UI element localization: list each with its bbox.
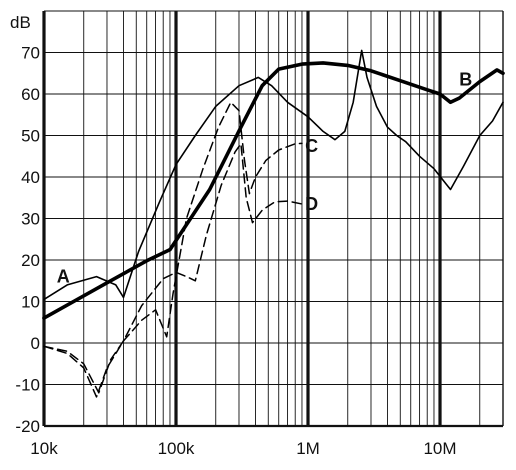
curve-a [42,61,505,320]
y-tick-label: 60 [21,85,40,104]
y-axis-unit: dB [10,13,31,32]
y-tick-label: 30 [21,210,40,229]
curve-label-a: A [57,267,70,287]
curve-d [43,143,303,394]
y-tick-label: -10 [15,376,40,395]
plot-grid [42,10,504,428]
y-tick-label: 50 [21,127,40,146]
x-tick-label: 10k [30,439,58,458]
x-tick-labels: 10k 100k 1M 10M [30,439,456,458]
curve-label-b: B [459,69,472,89]
y-tick-label: 0 [31,334,40,353]
curve-label-c: C [305,136,318,156]
curve-c [43,101,303,398]
curve-b [43,49,504,301]
y-tick-label: 20 [21,251,40,270]
y-tick-label: 40 [21,168,40,187]
y-tick-labels: -20 -10 0 10 20 30 40 50 60 70 [15,44,40,437]
y-tick-label: 70 [21,44,40,63]
y-tick-label: 10 [21,293,40,312]
y-tick-label: -20 [15,417,40,436]
x-tick-label: 1M [296,439,320,458]
curves [42,49,505,398]
x-tick-label: 10M [423,439,456,458]
x-tick-label: 100k [158,439,195,458]
curve-labels: A B C D [57,69,473,286]
curve-label-d: D [305,194,318,214]
